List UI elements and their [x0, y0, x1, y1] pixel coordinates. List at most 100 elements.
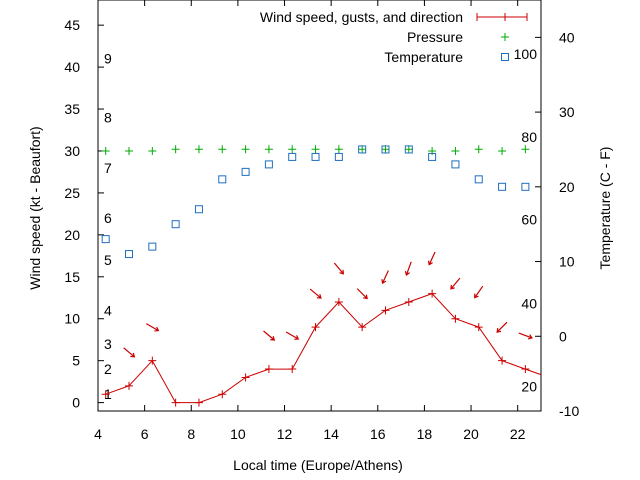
pressure-point	[241, 145, 250, 154]
wind-direction-arrow	[145, 323, 160, 332]
y-tick-label-right: 20	[559, 179, 575, 195]
pressure-point	[171, 145, 180, 154]
wind-speed-point	[545, 373, 553, 381]
wind-direction-arrow	[333, 262, 345, 275]
beaufort-label: 8	[104, 109, 112, 125]
pressure-point	[404, 145, 413, 154]
wind-speed-point	[428, 289, 437, 298]
temperature-point	[451, 160, 460, 169]
x-tick-label: 10	[230, 426, 246, 442]
wind-speed-point	[451, 314, 460, 323]
wind-direction-arrow	[450, 277, 461, 290]
legend-label: Pressure	[407, 29, 463, 45]
wind-direction-arrow	[123, 347, 136, 358]
wind-direction-arrow	[263, 330, 276, 341]
temperature-point	[241, 167, 250, 176]
axes-layer: 4 6 8 10 12 14 16 18 20 22051015202530354045-1001…	[64, 0, 579, 442]
temperature-point	[404, 145, 413, 154]
wind-direction-arrow	[404, 261, 412, 276]
temperature-point	[264, 160, 273, 169]
wind-speed-point	[311, 323, 320, 332]
marks-layer	[101, 145, 553, 407]
wind-direction-arrow	[381, 270, 389, 285]
wind-speed-point	[288, 365, 297, 374]
temperature-point	[358, 145, 367, 154]
wind-speed-point	[334, 297, 343, 306]
plot-frame	[97, 0, 542, 412]
y-tick-label-right: 30	[559, 104, 575, 120]
wind-speed-point	[264, 365, 273, 374]
wind-speed-point	[194, 398, 203, 407]
beaufort-label: 3	[104, 336, 112, 352]
x-tick-label: 20	[463, 426, 479, 442]
beaufort-label: 2	[104, 361, 112, 377]
temperature-point	[125, 250, 134, 259]
temperature-point	[171, 220, 180, 229]
wind-speed-point	[358, 323, 367, 332]
x-tick-label: 12	[277, 426, 293, 442]
wind-speed-point	[521, 365, 530, 374]
wind-speed-point	[171, 398, 180, 407]
legend-marker	[476, 13, 528, 21]
temperature-point	[498, 182, 507, 191]
y-tick-label-left: 45	[64, 17, 80, 33]
pressure-point	[288, 145, 297, 154]
y-tick-label-left: 5	[72, 353, 80, 369]
plot-area	[101, 145, 553, 407]
wind-speed-point	[404, 297, 413, 306]
beaufort-label: 7	[104, 160, 112, 176]
pressure-point	[334, 145, 343, 154]
wind-speed-point	[381, 306, 390, 315]
beaufort-label: 9	[104, 51, 112, 67]
wind-speed-point	[125, 381, 134, 390]
temperature-point	[428, 152, 437, 161]
legend-label: Wind speed, gusts, and direction	[260, 9, 463, 25]
x-axis-label: Local time (Europe/Athens)	[233, 457, 403, 473]
temperature-point	[381, 145, 390, 154]
x-tick-label: 14	[323, 426, 339, 442]
y-tick-label-right: 40	[559, 29, 575, 45]
temperature-point	[311, 152, 320, 161]
pressure-point	[381, 145, 390, 154]
x-tick-label: 6	[141, 426, 149, 442]
temperature-point	[288, 152, 297, 161]
x-tick-label: 16	[370, 426, 386, 442]
fahrenheit-label: 60	[521, 212, 537, 228]
wind-direction-arrow	[356, 288, 368, 300]
y-tick-label-left: 10	[64, 311, 80, 327]
wind-speed-point	[148, 356, 157, 365]
x-tick-label: 18	[417, 426, 433, 442]
pressure-point	[194, 145, 203, 154]
y-tick-label-left: 25	[64, 185, 80, 201]
pressure-point	[125, 146, 134, 155]
pressure-point	[311, 145, 320, 154]
wind-direction-arrow	[474, 285, 484, 299]
fahrenheit-label: 20	[521, 378, 537, 394]
wind-direction-arrow	[427, 251, 436, 266]
y-tick-label-right: 10	[559, 254, 575, 270]
x-tick-label: 8	[187, 426, 195, 442]
y-axis-label-left: Wind speed (kt - Beaufort)	[27, 126, 43, 289]
pressure-point	[358, 145, 367, 154]
wind-speed-line	[105, 293, 541, 404]
temperature-point	[334, 152, 343, 161]
pressure-point	[451, 146, 460, 155]
pressure-point	[498, 146, 507, 155]
y-tick-label-left: 35	[64, 101, 80, 117]
y-tick-label-left: 15	[64, 269, 80, 285]
y-tick-label-left: 30	[64, 143, 80, 159]
temperature-point	[218, 175, 227, 184]
temperature-point	[474, 175, 483, 184]
y-tick-label-left: 20	[64, 227, 80, 243]
temperature-point	[148, 242, 157, 251]
wind-speed-point	[241, 373, 250, 382]
temperature-point	[521, 182, 530, 191]
beaufort-label: 5	[104, 252, 112, 268]
pressure-point	[521, 145, 530, 154]
beaufort-label: 6	[104, 210, 112, 226]
wind-speed-point	[498, 356, 507, 365]
pressure-point	[148, 146, 157, 155]
legend-marker	[501, 53, 509, 61]
legend: Wind speed, gusts, and direction Pressure…	[260, 9, 528, 65]
